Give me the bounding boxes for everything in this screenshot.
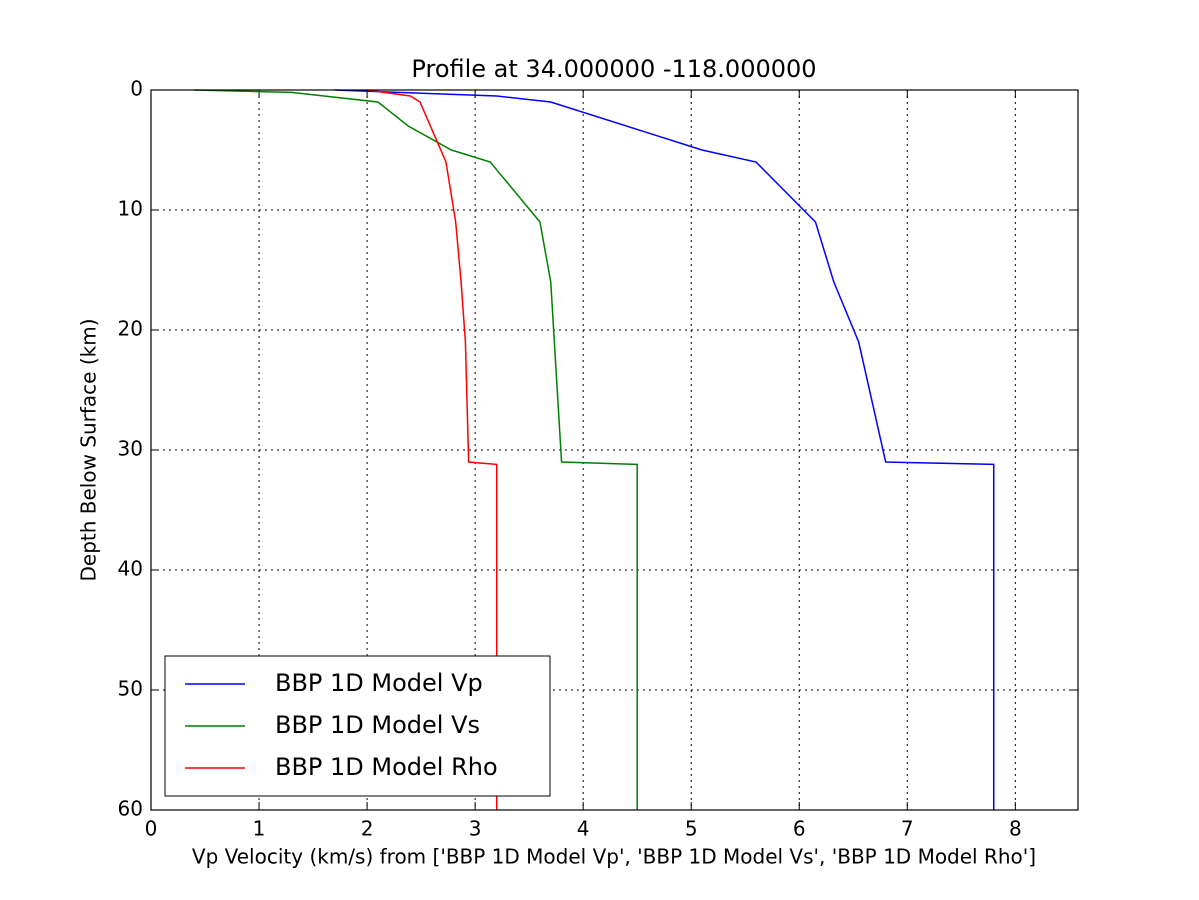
- x-tick-label: 5: [685, 817, 698, 841]
- y-axis-label: Depth Below Surface (km): [77, 318, 101, 581]
- x-tick-label: 2: [361, 817, 374, 841]
- legend-label: BBP 1D Model Vs: [275, 711, 480, 739]
- y-tick-label: 0: [130, 77, 143, 101]
- y-tick-label: 10: [118, 197, 143, 221]
- data-line: [334, 89, 995, 810]
- x-tick-label: 7: [901, 817, 914, 841]
- x-tick-label: 0: [145, 817, 158, 841]
- x-tick-label: 6: [793, 817, 806, 841]
- data-line: [194, 89, 638, 810]
- x-tick-label: 4: [577, 817, 590, 841]
- y-tick-label: 20: [118, 317, 143, 341]
- legend-label: BBP 1D Model Vp: [275, 669, 483, 697]
- y-tick-label: 50: [118, 677, 143, 701]
- x-tick-label: 8: [1009, 817, 1022, 841]
- legend-label: BBP 1D Model Rho: [275, 753, 498, 781]
- y-tick-label: 30: [118, 437, 143, 461]
- data-line: [366, 89, 498, 810]
- x-axis-label: Vp Velocity (km/s) from ['BBP 1D Model V…: [192, 845, 1036, 869]
- plot-frame: [150, 89, 1079, 811]
- y-tick-label: 60: [118, 797, 143, 821]
- y-tick-label: 40: [118, 557, 143, 581]
- x-tick-label: 1: [253, 817, 266, 841]
- x-tick-label: 3: [469, 817, 482, 841]
- chart-title: Profile at 34.000000 -118.000000: [411, 55, 816, 83]
